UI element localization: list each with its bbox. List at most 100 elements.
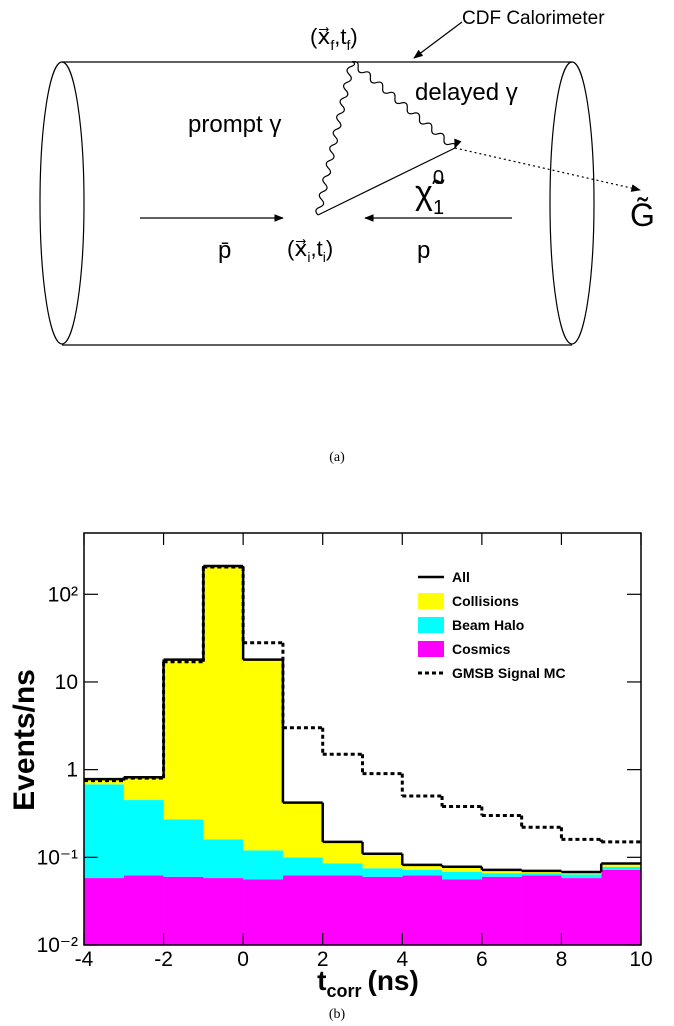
x-tick-label: -4	[75, 948, 94, 971]
prompt-photon-label: prompt γ	[188, 111, 281, 138]
y-tick-label: 1	[66, 759, 78, 782]
x-tick-label: 6	[476, 948, 488, 971]
x-tick-label: -2	[154, 948, 173, 971]
caption-b: (b)	[329, 1007, 346, 1022]
label-sub: i	[307, 249, 310, 265]
legend-swatch	[418, 617, 444, 633]
legend-label: All	[452, 569, 470, 585]
initial-point-label: (x⃗i,ti)	[287, 236, 333, 265]
antiproton-label: p̄	[218, 237, 231, 264]
label-part: (x⃗	[310, 24, 330, 49]
legend-label: GMSB Signal MC	[452, 665, 566, 681]
histogram-bar	[601, 869, 642, 945]
cylinder-end-right	[549, 61, 595, 345]
histogram-bar	[481, 873, 522, 877]
histogram-bar	[243, 659, 284, 851]
histogram-bar	[561, 874, 602, 879]
x-tick-label: 10	[629, 948, 652, 971]
histogram-bar	[322, 841, 363, 864]
x-tick-label: 2	[317, 948, 329, 971]
legend-label: Beam Halo	[452, 617, 524, 633]
y-tick-label: 10⁻¹	[37, 846, 78, 869]
histogram-bar	[163, 819, 204, 877]
histogram-bar	[362, 853, 403, 869]
y-tick-label: 10²	[48, 583, 78, 606]
histogram-bar	[402, 869, 443, 876]
label-part: ,t	[334, 24, 346, 49]
cylinder-end-left	[39, 61, 85, 345]
histogram-bar	[123, 875, 164, 945]
label-part: )	[350, 24, 357, 49]
histogram-bar	[561, 878, 602, 945]
histogram-bar	[442, 872, 483, 880]
calorimeter-pointer	[413, 21, 463, 59]
x-axis-label: tcorr (ns)	[317, 965, 419, 1001]
histogram-bar	[243, 850, 284, 880]
histogram-bar	[402, 875, 443, 945]
histogram-bar	[163, 876, 204, 945]
histogram-bar	[601, 866, 642, 870]
neutralino-label: χ̃0 1	[415, 167, 445, 219]
sup: 0	[433, 167, 444, 189]
diagram	[39, 21, 641, 346]
histogram-bar	[163, 659, 204, 820]
proton-label: p	[417, 237, 430, 264]
x-tick-label: 4	[396, 948, 408, 971]
histogram-bar	[84, 779, 125, 785]
x-tick-label: 8	[556, 948, 568, 971]
y-tick-label: 10	[55, 671, 78, 694]
prompt-photon-wiggle	[315, 61, 356, 216]
label-part: ,t	[310, 236, 322, 261]
legend-swatch	[418, 641, 444, 657]
histogram-bar	[442, 879, 483, 945]
label-part: (x⃗	[287, 236, 307, 261]
histogram-bar	[362, 876, 403, 945]
plot-frame	[83, 532, 642, 946]
x-label-main: t	[317, 965, 326, 996]
histogram-bar	[481, 869, 522, 874]
caption-a: (a)	[329, 450, 345, 465]
legend-label: Cosmics	[452, 641, 511, 657]
legend-swatch	[418, 593, 444, 609]
histogram-bar	[282, 802, 324, 858]
label-part: )	[326, 236, 333, 261]
histogram-bar	[84, 878, 125, 945]
histogram-bar	[601, 863, 642, 867]
histogram-bar	[123, 777, 164, 801]
legend-label: Collisions	[452, 593, 519, 609]
histogram-bar	[481, 876, 522, 945]
histogram-bar	[521, 873, 562, 876]
delayed-photon-wiggle	[351, 60, 462, 149]
histogram-bar	[521, 875, 562, 945]
x-tick-label: 0	[237, 948, 249, 971]
y-axis-label: Events/ns	[8, 669, 41, 811]
histogram-bar	[243, 879, 284, 945]
label-sub: f	[346, 37, 350, 53]
calorimeter-label: CDF Calorimeter	[462, 8, 605, 29]
histogram-bar	[123, 800, 164, 876]
y-tick-label: 10⁻²	[37, 934, 78, 957]
histogram-bar	[282, 875, 324, 945]
label-sub: f	[330, 37, 334, 53]
histogram-bar	[362, 868, 403, 877]
histogram-bar	[322, 863, 363, 876]
x-label-unit: (ns)	[368, 965, 419, 996]
histogram-bar	[442, 866, 483, 873]
histogram-bar	[203, 566, 244, 840]
label-sub: i	[323, 249, 326, 265]
delayed-photon-label: delayed γ	[415, 79, 518, 106]
histogram-bar	[322, 875, 363, 945]
sub: 1	[433, 197, 444, 219]
plot-area: 10⁻² 10⁻¹ 1 10 10² -4 -2 0 2 4 6 8 10 All Collisions Be…	[37, 532, 653, 971]
histogram-bar	[84, 784, 125, 879]
x-label-sub: corr	[326, 981, 361, 1001]
gravitino-track	[454, 147, 641, 192]
histogram-bar	[402, 864, 443, 870]
histogram-bar	[203, 878, 244, 945]
histogram-bar	[203, 839, 244, 879]
histogram-bar	[282, 857, 324, 876]
gravitino-label: G̃	[630, 197, 655, 233]
final-point-label: (x⃗f,tf)	[310, 24, 358, 53]
